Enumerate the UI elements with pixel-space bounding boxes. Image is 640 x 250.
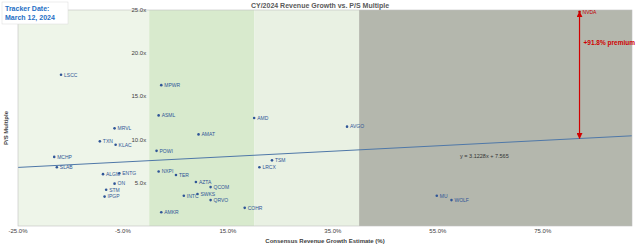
scatter-point (103, 195, 106, 198)
point-label: INTC (187, 193, 199, 199)
point-label: SLAB (60, 164, 73, 170)
point-label: POWI (160, 148, 173, 154)
scatter-point (450, 199, 453, 202)
scatter-point (60, 74, 63, 77)
scatter-point (183, 194, 186, 197)
tracker-date: Tracker Date: (5, 5, 49, 12)
point-label: ASML (162, 112, 176, 118)
scatter-point (175, 174, 178, 177)
trendline-label: y = 3.1228x + 7.565 (460, 153, 509, 159)
scatter-point (209, 199, 212, 202)
point-label: WOLF (454, 197, 468, 203)
scatter-point (253, 117, 256, 120)
scatter-point (114, 143, 117, 146)
point-label: IPGP (108, 193, 121, 199)
point-label: AMKR (164, 209, 179, 215)
scatter-point (197, 133, 200, 136)
scatter-point (195, 181, 198, 184)
region-band (18, 10, 149, 226)
note-box (2, 2, 68, 24)
scatter-point (102, 173, 105, 176)
point-label: MCHP (57, 154, 72, 160)
scatter-point (157, 170, 160, 173)
trendline (18, 136, 632, 168)
x-tick-label: -5.0% (115, 228, 131, 234)
scatter-point (105, 188, 108, 191)
point-label: LRCX (262, 164, 276, 170)
x-tick-label: 35.0% (324, 228, 342, 234)
scatter-point (243, 207, 246, 210)
scatter-point (113, 127, 116, 130)
point-label: NVDA (583, 9, 598, 15)
scatter-point (53, 156, 56, 159)
chart: LSCC MPWR ASML AMD MRVL AMAT TXN KLAC TSM MCHP SLA… (0, 0, 640, 250)
x-tick-label: -25.0% (8, 228, 28, 234)
point-label: QRVO (214, 197, 229, 203)
plot-area (18, 10, 632, 226)
scatter-point (258, 166, 261, 169)
y-tick-label: 15.0x (132, 93, 147, 99)
point-label: TER (179, 172, 189, 178)
point-label: ALGM (106, 171, 120, 177)
scatter-point (209, 186, 212, 189)
region-band (254, 10, 359, 226)
point-label: MU (440, 193, 448, 199)
scatter-point (346, 125, 349, 128)
point-label: TXN (103, 138, 113, 144)
x-axis-title: Consensus Revenue Growth Estimate (%) (265, 238, 384, 244)
chart-title: CY/2024 Revenue Growth vs. P/S Multiple (251, 2, 389, 10)
region-band (149, 10, 254, 226)
scatter-point (99, 140, 102, 143)
point-label: MRVL (118, 125, 132, 131)
scatter-point (113, 182, 116, 185)
scatter-point (435, 194, 438, 197)
plot-frame (18, 10, 632, 226)
scatter-point (157, 114, 160, 117)
point-label: QCOM (214, 184, 230, 190)
point-label: AZTA (199, 179, 212, 185)
scatter-point (56, 166, 59, 169)
point-label: KLAC (119, 142, 132, 148)
point-label: AMAT (202, 131, 216, 137)
scatter-point (160, 84, 163, 87)
x-tick-label: 55.0% (429, 228, 447, 234)
point-label: MPWR (164, 82, 180, 88)
scatter-point (155, 150, 158, 153)
y-axis-title: P/S Multiple (3, 110, 9, 145)
y-tick-label: 10.0x (132, 137, 147, 143)
point-label: STM (109, 187, 120, 193)
point-label: AVGO (350, 123, 364, 129)
y-tick-label: 5.0x (135, 180, 146, 186)
y-tick-label: 25.0x (132, 7, 147, 13)
scatter-point (271, 159, 274, 162)
x-tick-label: 75.0% (534, 228, 552, 234)
premium-arrow (579, 12, 580, 139)
tracker-date: March 12, 2024 (5, 14, 55, 22)
x-tick-label: 15.0% (219, 228, 237, 234)
point-label: AMD (257, 115, 269, 121)
point-label: TSM (275, 157, 286, 163)
point-label: ENTG (122, 170, 136, 176)
y-tick-label: 20.0x (132, 50, 147, 56)
scatter-point (578, 10, 581, 13)
scatter-point (160, 211, 163, 214)
point-label: NXPI (162, 168, 174, 174)
point-label: COHR (248, 205, 263, 211)
annotation-text: +91.8% premium (584, 39, 636, 47)
point-label: LSCC (64, 72, 78, 78)
